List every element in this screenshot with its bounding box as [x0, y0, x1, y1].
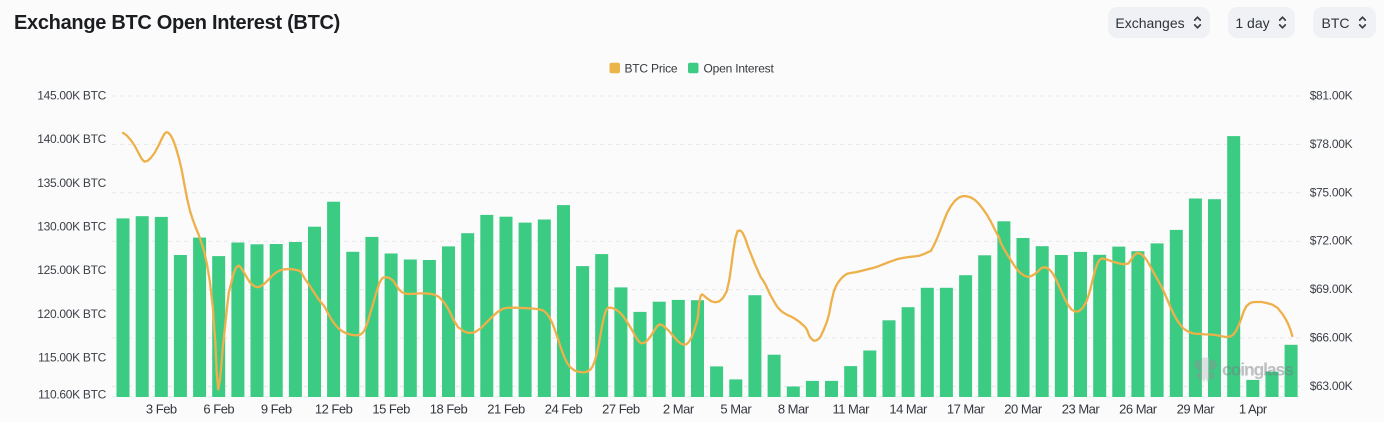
- svg-text:120.00K BTC: 120.00K BTC: [37, 307, 106, 321]
- svg-text:26 Mar: 26 Mar: [1119, 401, 1158, 416]
- svg-text:145.00K BTC: 145.00K BTC: [37, 89, 106, 103]
- svg-text:$69.00K: $69.00K: [1310, 282, 1353, 296]
- svg-text:110.60K BTC: 110.60K BTC: [38, 387, 106, 401]
- svg-text:21 Feb: 21 Feb: [487, 401, 525, 416]
- svg-text:14 Mar: 14 Mar: [889, 401, 928, 416]
- svg-text:$81.00K: $81.00K: [1310, 89, 1353, 103]
- svg-text:coinglass: coinglass: [1222, 360, 1294, 380]
- svg-text:115.00K BTC: 115.00K BTC: [38, 351, 106, 365]
- svg-text:125.00K BTC: 125.00K BTC: [37, 263, 106, 277]
- svg-text:18 Feb: 18 Feb: [430, 401, 468, 416]
- svg-text:17 Mar: 17 Mar: [947, 401, 986, 416]
- svg-text:2 Mar: 2 Mar: [663, 401, 695, 416]
- svg-text:$63.00K: $63.00K: [1310, 379, 1353, 393]
- svg-text:23 Mar: 23 Mar: [1062, 401, 1101, 416]
- svg-text:6 Feb: 6 Feb: [203, 401, 234, 416]
- svg-text:8 Mar: 8 Mar: [778, 401, 810, 416]
- svg-text:Open Interest: Open Interest: [704, 62, 775, 76]
- svg-text:15 Feb: 15 Feb: [372, 401, 410, 416]
- svg-text:9 Feb: 9 Feb: [261, 401, 292, 416]
- svg-text:$78.00K: $78.00K: [1310, 137, 1353, 151]
- svg-text:27 Feb: 27 Feb: [602, 401, 640, 416]
- svg-text:29 Mar: 29 Mar: [1177, 401, 1216, 416]
- svg-text:11 Mar: 11 Mar: [832, 401, 870, 416]
- svg-text:24 Feb: 24 Feb: [545, 401, 583, 416]
- svg-text:$66.00K: $66.00K: [1310, 331, 1353, 345]
- svg-text:135.00K BTC: 135.00K BTC: [37, 176, 106, 190]
- svg-text:5 Mar: 5 Mar: [720, 401, 752, 416]
- svg-text:20 Mar: 20 Mar: [1004, 401, 1043, 416]
- svg-text:140.00K BTC: 140.00K BTC: [37, 132, 106, 146]
- svg-text:$72.00K: $72.00K: [1310, 234, 1353, 248]
- svg-text:$75.00K: $75.00K: [1310, 185, 1353, 199]
- svg-text:1 Apr: 1 Apr: [1239, 401, 1268, 416]
- svg-text:130.00K BTC: 130.00K BTC: [37, 220, 106, 234]
- svg-text:BTC Price: BTC Price: [625, 62, 678, 76]
- svg-text:12 Feb: 12 Feb: [315, 401, 353, 416]
- svg-text:3 Feb: 3 Feb: [146, 401, 177, 416]
